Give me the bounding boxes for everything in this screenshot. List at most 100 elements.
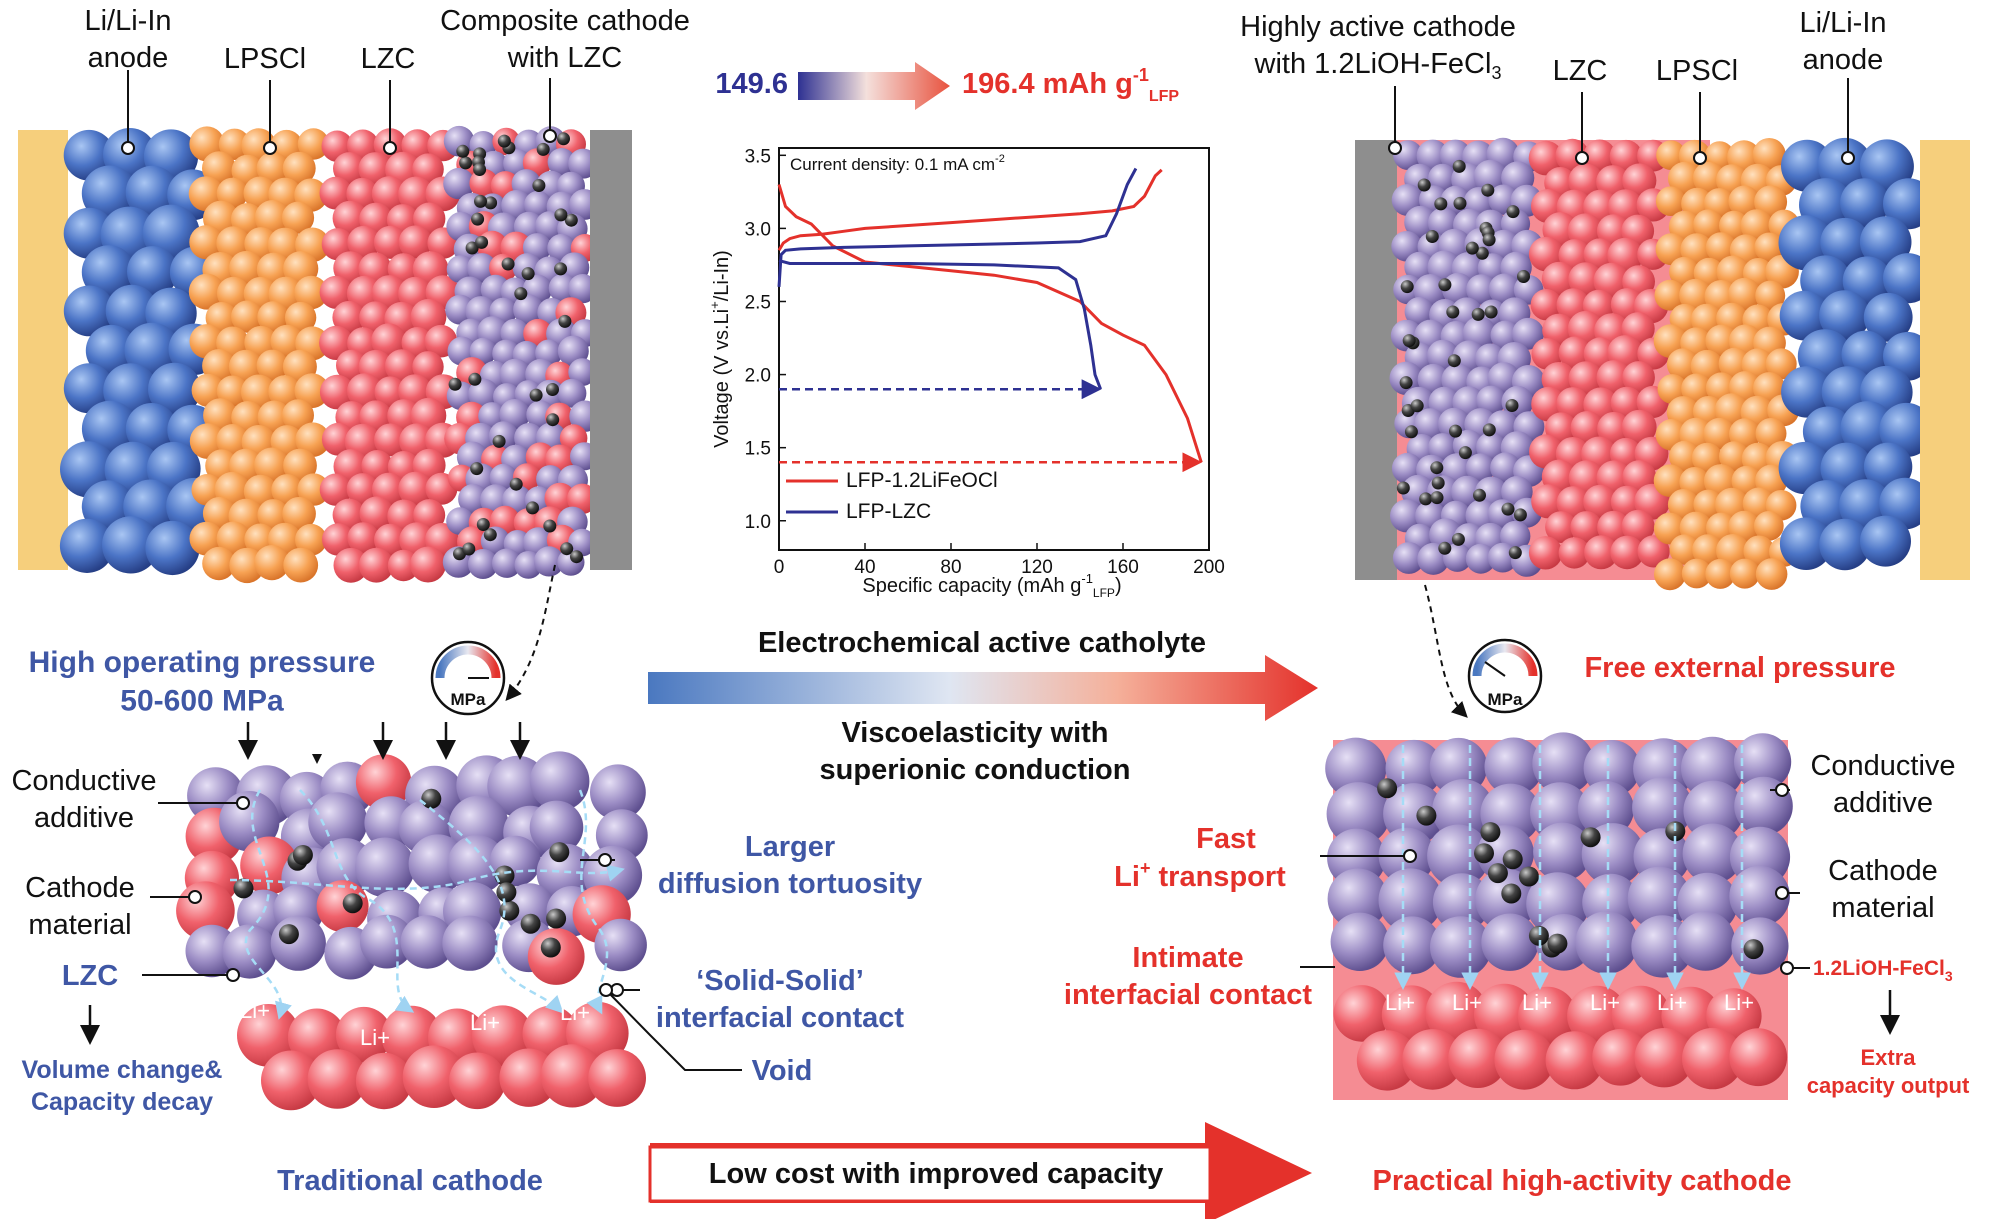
cathode-particle: [1465, 543, 1496, 574]
lzc-sphere: [1596, 360, 1632, 395]
lzc-sphere: [1556, 387, 1590, 421]
cathode-particle: [1383, 916, 1441, 975]
cathode-particle: [513, 294, 544, 325]
lpscl-label: LPSCl: [224, 43, 306, 75]
anode-sphere: [1781, 366, 1833, 418]
salt-label: 1.2LiOH-FeCl3: [1813, 957, 1953, 984]
anode-sphere: [1779, 517, 1833, 570]
cell-high-activity: [1355, 137, 1970, 591]
cathode-particle: [447, 835, 507, 894]
lpscl-sphere: [1765, 348, 1797, 380]
conductive-additive-particle: [484, 196, 498, 210]
conductive-additive-particle: [448, 377, 462, 391]
conductive-additive-particle: [278, 924, 299, 945]
conductive-additive-particle: [546, 383, 559, 396]
lpscl-sphere: [281, 201, 315, 234]
electrolyte-sphere: [1381, 985, 1441, 1045]
conductive-additive-particle: [1453, 196, 1467, 210]
lzc-sphere: [319, 275, 353, 309]
lzc-sphere: [333, 547, 369, 583]
high-activity-cathode-label: Highly active cathode with 1.2LiOH-FeCl3: [1240, 11, 1516, 83]
lzc-sphere: [387, 549, 420, 582]
lzc-sphere: [1529, 434, 1564, 469]
lpscl-sphere: [202, 546, 236, 581]
anode-sphere: [1820, 217, 1870, 268]
lpscl-sphere: [294, 373, 330, 409]
conductive-additive-particle: [1501, 883, 1522, 904]
electrolyte-sphere: [1333, 985, 1391, 1042]
lzc-layer: [319, 128, 461, 583]
lpscl-sphere: [297, 473, 330, 506]
lpscl-sphere: [1693, 489, 1723, 520]
conductive-additive-particle: [471, 212, 485, 226]
lpscl-sphere: [188, 273, 225, 310]
fast-transport-label: Fast Li+ transport: [1114, 823, 1286, 893]
lzc-sphere: [319, 374, 355, 410]
lpscl-sphere: [1728, 185, 1760, 218]
li-ion-label: Li+: [1657, 990, 1687, 1015]
conductive-additive-particle: [546, 413, 560, 427]
y-tick-label: 2.5: [745, 292, 771, 313]
gauge-unit-right: MPa: [1488, 690, 1524, 709]
y-tick-label: 3.5: [745, 146, 771, 167]
conductive-additive-particle: [1484, 305, 1498, 319]
conductive-additive-particle: [497, 134, 511, 148]
conductive-additive-particle: [496, 882, 517, 903]
lpscl-sphere: [218, 128, 251, 160]
li-ion-label: Li+: [240, 998, 270, 1023]
cathode-particle: [1327, 868, 1389, 929]
lzc-sphere: [1568, 262, 1603, 297]
cathode-particle: [1484, 737, 1543, 796]
cathode-particle: [529, 800, 584, 855]
conductive-additive-particle: [474, 194, 487, 208]
y-tick-label: 1.5: [745, 439, 771, 460]
volume-change-label: Volume change& Capacity decay: [22, 1056, 223, 1116]
lpscl-sphere: [216, 521, 251, 556]
lpscl-sphere: [189, 423, 226, 459]
lzc-sphere: [384, 349, 419, 383]
lzc-sphere: [1583, 139, 1616, 172]
conductive-additive-particle: [476, 518, 490, 531]
lpscl-sphere: [283, 448, 317, 483]
conductive-additive-particle: [1547, 933, 1568, 954]
x-tick-label: 200: [1193, 557, 1225, 578]
conductive-additive-particle: [1449, 424, 1462, 438]
solid-solid-label: ‘Solid-Solid’ interfacial contact: [656, 965, 905, 1034]
chart-annotation: Current density: 0.1 mA cm-2: [790, 153, 1005, 174]
lzc-sphere: [1610, 485, 1644, 519]
lpscl-sphere: [257, 499, 290, 531]
cathode-particle: [443, 167, 475, 200]
lpscl-sphere: [1705, 558, 1736, 589]
bottom-right-labels: MPa Free external pressure Conductive add…: [1064, 584, 1970, 1197]
cathode-particle: [1385, 739, 1443, 797]
conductive-additive-particle: [1528, 925, 1549, 946]
conductive-additive-particle: [1518, 866, 1539, 887]
lpscl-sphere: [1653, 464, 1687, 498]
lpscl-sphere: [1755, 280, 1786, 311]
lpscl-sphere: [1754, 185, 1788, 219]
conductive-additive-particle: [1416, 805, 1437, 826]
lzc-particle: [544, 482, 576, 514]
lzc-sphere: [1621, 409, 1657, 445]
conductive-additive-particle: [1473, 488, 1486, 502]
capacity-header: 149.6 196.4 mAh g-1LFP: [715, 62, 1179, 110]
electrolyte-sphere: [1402, 1029, 1463, 1090]
lpscl-sphere: [1681, 373, 1712, 405]
conductive-additive-particle: [520, 913, 541, 934]
traditional-caption: Traditional cathode: [277, 1165, 543, 1197]
practical-cathode-spheres: [1325, 732, 1793, 978]
lzc-sphere: [1531, 484, 1566, 519]
top-right-labels: Highly active cathode with 1.2LiOH-FeCl3 …: [1240, 7, 1887, 165]
cathode-particle: [360, 914, 414, 969]
lzc-sphere: [319, 473, 353, 506]
y-tick-label: 3.0: [745, 219, 771, 240]
conductive-additive-particle: [1447, 354, 1461, 368]
cathode-particle: [1512, 317, 1544, 350]
conductive-additive-particle: [521, 267, 535, 281]
catholyte-arrow: [648, 655, 1318, 721]
electrolyte-sphere: [402, 1045, 466, 1108]
conductive-additive-particle: [1481, 183, 1495, 197]
electrolyte-sphere: [355, 1052, 413, 1110]
current-collector-right-cell-left: [1355, 140, 1397, 580]
li-ion-label: Li+: [360, 1025, 390, 1050]
